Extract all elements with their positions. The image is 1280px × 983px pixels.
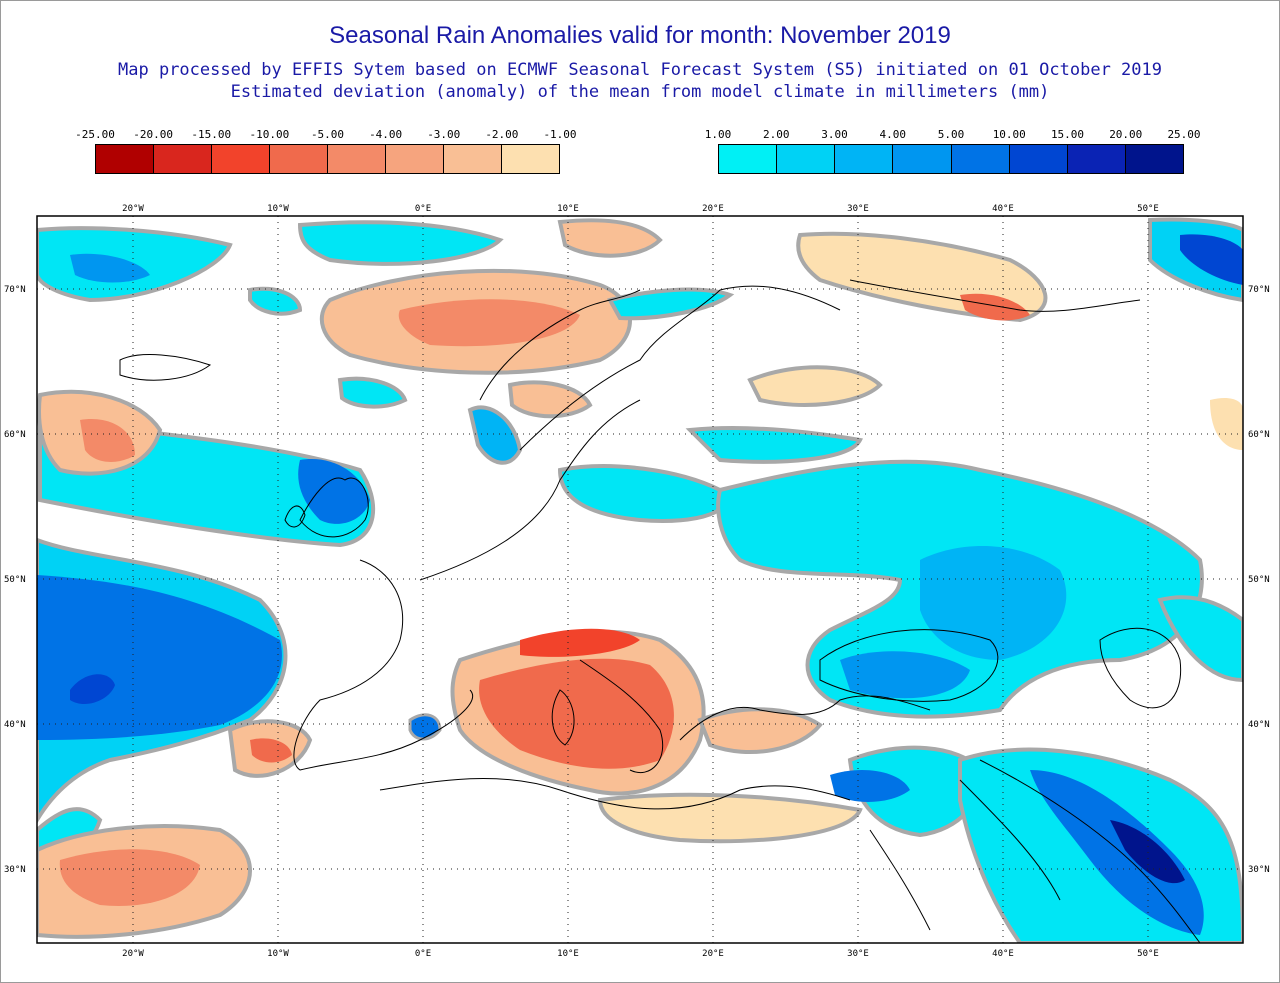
positive-legend-swatch bbox=[893, 145, 952, 173]
positive-legend-swatch bbox=[719, 145, 778, 173]
positive-legend-label: 3.00 bbox=[821, 128, 848, 141]
legend-negative-labels: -25.00 -20.00 -15.00 -10.00 -5.00 -4.00 -3.00 -… bbox=[75, 128, 576, 144]
lat-label: 50°N bbox=[4, 575, 26, 585]
lon-label: 10°W bbox=[267, 204, 289, 214]
positive-legend-label: 20.00 bbox=[1109, 128, 1143, 141]
negative-legend-label: -10.00 bbox=[249, 128, 290, 141]
legend-positive-anomalies: 1.00 2.00 3.00 4.00 5.00 10.00 15.00 20.00 25.00 bbox=[705, 128, 1201, 174]
negative-legend-swatch bbox=[386, 145, 444, 173]
lon-label: 0°E bbox=[415, 204, 431, 214]
positive-legend-label: 5.00 bbox=[937, 128, 965, 141]
northern-dry-region bbox=[37, 218, 1243, 476]
positive-legend-swatch bbox=[1009, 145, 1068, 173]
eastern-wet-region bbox=[716, 459, 1243, 719]
negative-legend-label: -3.00 bbox=[427, 128, 461, 141]
lat-label: 30°N bbox=[1248, 865, 1270, 875]
lon-label: 30°E bbox=[847, 204, 869, 214]
positive-legend-swatch bbox=[777, 145, 836, 173]
negative-legend-label: -5.00 bbox=[310, 128, 345, 141]
legend-positive-colorbar bbox=[718, 144, 1184, 174]
negative-legend-label: -1.00 bbox=[543, 128, 577, 141]
negative-legend-label: -2.00 bbox=[485, 128, 519, 141]
legend-positive-labels: 1.00 2.00 3.00 4.00 5.00 10.00 15.00 20.00 25.00 bbox=[705, 128, 1201, 144]
coastlines bbox=[119, 279, 1201, 943]
positive-legend-swatch bbox=[835, 145, 894, 173]
positive-legend-swatch bbox=[1067, 145, 1126, 173]
lon-label: 10°W bbox=[267, 949, 289, 959]
negative-legend-label: -15.00 bbox=[191, 128, 232, 141]
negative-legend-swatch bbox=[270, 145, 328, 173]
lon-label: 40°E bbox=[992, 204, 1014, 214]
lon-label: 50°E bbox=[1137, 204, 1159, 214]
legend-negative-anomalies: -25.00 -20.00 -15.00 -10.00 -5.00 -4.00 -3.00 -… bbox=[75, 128, 577, 174]
lon-labels-top: 20°W 10°W 0°E 10°E 20°E 30°E 40°E 50°E bbox=[122, 204, 1159, 214]
scandinavia-wet-region bbox=[248, 286, 864, 523]
lat-label: 70°N bbox=[1248, 285, 1270, 295]
lon-label: 30°E bbox=[847, 949, 869, 959]
lat-labels-left: 70°N 60°N 50°N 40°N 30°N bbox=[4, 285, 26, 875]
map-subtitle-units: Estimated deviation (anomaly) of the mea… bbox=[230, 82, 1050, 102]
negative-legend-swatch bbox=[96, 145, 154, 173]
lat-label: 30°N bbox=[4, 865, 26, 875]
negative-legend-swatch bbox=[444, 145, 502, 173]
lon-label: 10°E bbox=[557, 204, 579, 214]
map-border bbox=[36, 215, 1244, 944]
lat-label: 40°N bbox=[4, 720, 26, 730]
lon-label: 20°W bbox=[122, 204, 144, 214]
positive-legend-swatch bbox=[951, 145, 1010, 173]
lat-label: 60°N bbox=[1248, 430, 1270, 440]
map-subtitle-processing: Map processed by EFFIS Sytem based on EC… bbox=[118, 60, 1162, 80]
positive-legend-label: 4.00 bbox=[879, 128, 907, 141]
positive-legend-label: 25.00 bbox=[1167, 128, 1201, 141]
map-title: Seasonal Rain Anomalies valid for month:… bbox=[329, 22, 951, 49]
mediterranean-dry-region bbox=[37, 628, 863, 939]
lon-label: 40°E bbox=[992, 949, 1014, 959]
positive-legend-label: 2.00 bbox=[763, 128, 790, 141]
negative-legend-label: -25.00 bbox=[75, 128, 115, 141]
middle-east-wet-region bbox=[408, 713, 1243, 943]
lon-label: 20°E bbox=[702, 204, 724, 214]
lat-label: 40°N bbox=[1248, 720, 1270, 730]
lat-label: 70°N bbox=[4, 285, 26, 295]
lat-label: 50°N bbox=[1248, 575, 1270, 585]
negative-legend-swatch bbox=[212, 145, 270, 173]
lon-labels-bottom: 20°W 10°W 0°E 10°E 20°E 30°E 40°E 50°E bbox=[122, 949, 1159, 959]
negative-legend-swatch bbox=[154, 145, 212, 173]
negative-legend-swatch bbox=[502, 145, 559, 173]
lon-label: 20°E bbox=[702, 949, 724, 959]
positive-legend-swatch bbox=[1125, 145, 1183, 173]
lat-labels-right: 70°N 60°N 50°N 40°N 30°N bbox=[1248, 285, 1270, 875]
lat-label: 60°N bbox=[4, 430, 26, 440]
lon-label: 20°W bbox=[122, 949, 144, 959]
legend-negative-colorbar bbox=[95, 144, 560, 174]
lon-label: 50°E bbox=[1137, 949, 1159, 959]
negative-legend-label: -20.00 bbox=[133, 128, 173, 141]
positive-legend-label: 10.00 bbox=[992, 128, 1026, 141]
positive-legend-label: 1.00 bbox=[704, 128, 732, 141]
lon-label: 10°E bbox=[557, 949, 579, 959]
positive-legend-label: 15.00 bbox=[1050, 128, 1085, 141]
negative-legend-label: -4.00 bbox=[369, 128, 403, 141]
lon-label: 0°E bbox=[415, 949, 431, 959]
negative-legend-swatch bbox=[328, 145, 386, 173]
map-field bbox=[37, 216, 1243, 943]
